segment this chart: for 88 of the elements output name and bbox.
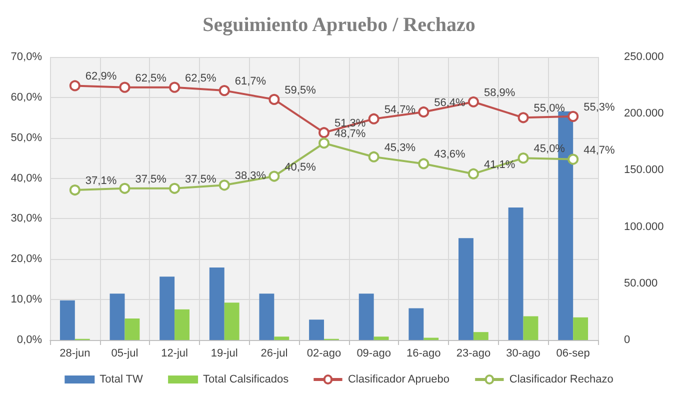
data-label: 54,7%	[384, 104, 416, 116]
point	[218, 85, 230, 96]
point	[169, 182, 180, 194]
x-tick-label: 16-ago	[406, 348, 441, 360]
x-tick-label: 26-jul	[260, 348, 288, 360]
point	[218, 180, 230, 191]
x-tick-label: 02-ago	[306, 348, 342, 360]
point	[418, 106, 430, 118]
x-tick-label: 06-sep	[556, 348, 590, 360]
data-label: 61,7%	[234, 76, 266, 88]
data-label: 55,3%	[584, 101, 615, 114]
data-label: 55,0%	[534, 102, 566, 115]
point	[69, 80, 80, 92]
bar	[458, 238, 474, 340]
data-label: 37,5%	[185, 173, 216, 186]
point	[468, 96, 479, 108]
data-label: 56,4%	[434, 96, 466, 109]
bar	[60, 300, 75, 340]
point	[268, 94, 280, 105]
bar	[274, 336, 290, 340]
y-tick-label: 70,0%	[10, 51, 42, 63]
data-label: 62,5%	[135, 72, 167, 84]
bar	[160, 276, 175, 340]
data-label: 45,3%	[384, 142, 416, 154]
data-label: 59,5%	[284, 84, 316, 96]
bar	[224, 302, 240, 340]
y2-tick-label: 200.000	[624, 108, 664, 120]
point	[69, 184, 80, 196]
y-tick-label: 10,0%	[10, 294, 42, 306]
bar	[259, 294, 274, 340]
legend-label: Total Calsificados	[203, 374, 290, 386]
y2-tick-label: 250.000	[624, 51, 664, 63]
x-tick-label: 05-jul	[111, 348, 138, 360]
data-label: 62,5%	[185, 72, 216, 84]
legend-label: Clasificador Apruebo	[348, 374, 450, 386]
data-label: 58,9%	[484, 86, 516, 99]
x-tick-label: 30-ago	[506, 348, 540, 360]
bar	[124, 318, 140, 340]
point	[318, 138, 330, 149]
x-tick-label: 19-jul	[210, 348, 238, 360]
bar	[209, 268, 224, 340]
bar	[309, 320, 324, 340]
bar	[374, 336, 389, 340]
bar	[358, 294, 374, 340]
data-label: 37,5%	[135, 173, 167, 186]
legend-label: Clasificador Rechazo	[509, 374, 614, 386]
x-tick-label: 28-jun	[60, 348, 90, 360]
bar	[573, 317, 588, 340]
bar	[508, 208, 524, 340]
point	[418, 158, 430, 170]
bar	[174, 309, 190, 340]
y2-tick-label: 50.000	[624, 277, 658, 290]
y-tick-label: 20,0%	[10, 253, 42, 266]
x-tick-label: 09-ago	[356, 348, 391, 360]
chart-title: Seguimiento Apruebo / Rechazo	[202, 14, 476, 36]
point	[318, 127, 330, 138]
bar	[110, 294, 125, 340]
x-tick-label: 12-jul	[161, 348, 188, 360]
y-tick-label: 60,0%	[10, 91, 42, 104]
point	[568, 110, 579, 122]
legend-label: Total TW	[100, 374, 144, 386]
y-tick-label: 0,0%	[16, 334, 42, 346]
y2-tick-label: 100.000	[624, 220, 664, 233]
y2-tick-label: 0	[624, 334, 630, 346]
y2-tick-label: 150.000	[624, 164, 664, 176]
point	[518, 152, 529, 164]
y-tick-label: 30,0%	[10, 212, 42, 225]
data-label: 48,7%	[334, 128, 366, 140]
point	[468, 168, 479, 180]
point	[119, 82, 130, 93]
bar	[523, 316, 538, 340]
y-tick-label: 50,0%	[10, 132, 42, 144]
bar	[408, 308, 424, 340]
data-label: 44,7%	[584, 144, 615, 156]
bar	[473, 332, 488, 340]
data-label: 38,3%	[234, 170, 266, 182]
point	[368, 151, 380, 162]
data-label: 43,6%	[434, 148, 466, 161]
data-label: 62,9%	[85, 70, 117, 83]
point	[568, 154, 579, 165]
point	[518, 112, 529, 124]
x-tick-label: 23-ago	[456, 348, 491, 360]
point	[368, 113, 380, 124]
data-label: 37,1%	[85, 175, 117, 188]
point	[119, 182, 130, 194]
point	[268, 170, 280, 182]
point	[169, 82, 180, 93]
y-tick-label: 40,0%	[10, 172, 42, 184]
